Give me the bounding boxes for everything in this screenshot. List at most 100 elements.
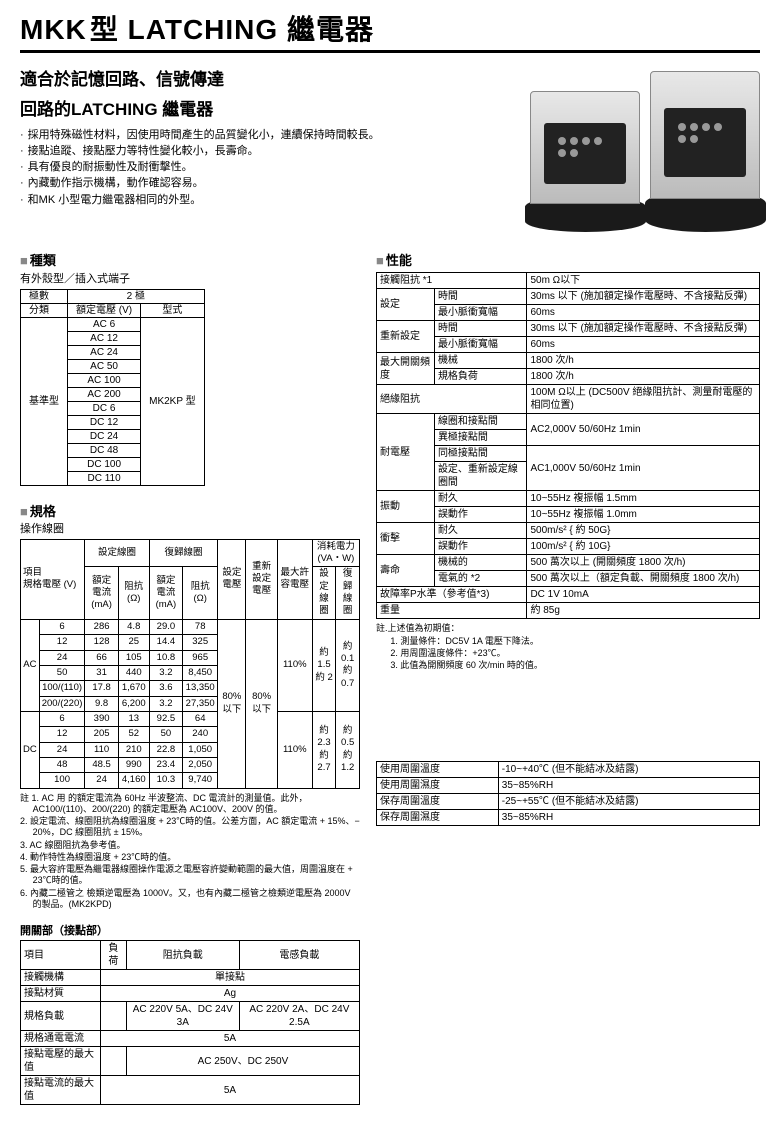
ct-load: 負荷 [100, 941, 126, 970]
relay-image-right [650, 71, 760, 241]
section-spec: 規格 [20, 504, 360, 521]
types-voltage: DC 6 [68, 401, 141, 415]
pn-1: 1. 測量條件：DC5V 1A 電壓下降法。 [376, 636, 760, 647]
feature-bullet: 具有優良的耐振動性及耐衝擊性。 [20, 160, 460, 174]
types-model-val: MK2KP 型 [141, 317, 205, 485]
ct-imax: 接點電流的最大值 [21, 1076, 101, 1105]
th-class: 分類 [21, 303, 68, 317]
pt-de-ccv: AC2,000V 50/60Hz 1min [527, 414, 760, 446]
pt-ins-l: 絕緣阻抗 [377, 385, 527, 414]
pt-de-sv: AC1,000V 50/60Hz 1min [527, 446, 760, 491]
ct-mech-v: 單接點 [100, 970, 359, 986]
pt-vib-d: 耐久 [434, 491, 527, 507]
ct-item: 項目 [21, 941, 101, 970]
pt-freq-ld: 規格負荷 [434, 369, 527, 385]
perf-notes: 註.上述值為初期值： 1. 測量條件：DC5V 1A 電壓下降法。 2. 用周圍… [376, 623, 760, 671]
th-model: 型式 [141, 303, 205, 317]
et-uh-l: 使用周圍濕度 [377, 778, 499, 794]
types-voltage: AC 50 [68, 359, 141, 373]
spec-notes: 註 1. AC 用 的額定電流為 60Hz 半波整流、DC 電流計的測量值。此外… [20, 793, 360, 911]
pt-rpulse-v: 60ms [527, 337, 760, 353]
product-images [480, 61, 760, 241]
types-voltage: AC 100 [68, 373, 141, 387]
ct-mat-v: Ag [100, 986, 359, 1002]
pn-2: 2. 用周圍溫度條件：+23℃。 [376, 648, 760, 659]
types-voltage: AC 24 [68, 345, 141, 359]
pn-intro: 註.上述值為初期值： [376, 623, 760, 634]
pt-sh-l: 衝擊 [377, 523, 435, 555]
et-sh-v: 35~85%RH [498, 810, 759, 826]
spec-note: 4. 動作特性為線圈溫度 + 23℃時的值。 [20, 852, 360, 863]
ct-rl-res: AC 220V 5A、DC 24V 3A [126, 1002, 239, 1031]
pt-vib-m: 誤動作 [434, 507, 527, 523]
ct-rl: 規格負載 [21, 1002, 101, 1031]
section-perf: 性能 [376, 253, 760, 270]
pt-lf-l: 壽命 [377, 555, 435, 587]
types-subhead: 有外殼型／插入式端子 [20, 272, 360, 286]
spec-note: 註 1. AC 用 的額定電流為 60Hz 半波整流、DC 電流計的測量值。此外… [20, 793, 360, 816]
pt-rtime-v: 30ms 以下 (施加額定操作電壓時、不含接點反彈) [527, 321, 760, 337]
pt-freq-m: 機械 [434, 353, 527, 369]
types-voltage: DC 100 [68, 457, 141, 471]
pt-vib-l: 振動 [377, 491, 435, 523]
pt-freq-mv: 1800 次/h [527, 353, 760, 369]
ct-rl-ind: AC 220V 2A、DC 24V 2.5A [239, 1002, 359, 1031]
spec-note: 5. 最大容許電壓為繼電器線圈操作電源之電壓容許變動範圍的最大值，周圍溫度在 +… [20, 864, 360, 887]
pt-sh-mv: 100m/s² { 約 10G} [527, 539, 760, 555]
types-voltage: AC 12 [68, 331, 141, 345]
pn-3: 3. 此值為開關頻度 60 次/min 時的值。 [376, 660, 760, 671]
ct-res-load: 阻抗負載 [126, 941, 239, 970]
pt-sh-d: 耐久 [434, 523, 527, 539]
pt-de-sr: 設定、重新設定線圈間 [434, 462, 527, 491]
th-poles-val: 2 極 [68, 289, 205, 303]
ct-imax-v: 5A [100, 1076, 359, 1105]
pt-flt-l: 故障率P水準（參考值*3) [377, 587, 527, 603]
pt-lf-mv: 500 萬次以上 (開關頻度 1800 次/h) [527, 555, 760, 571]
spec-note: 3. AC 線圈阻抗為參考值。 [20, 840, 360, 851]
ct-cur: 規格通電電流 [21, 1031, 101, 1047]
model-title: MKK [20, 14, 87, 45]
th-poles: 極數 [21, 289, 68, 303]
page-header: MKK 型 LATCHING 繼電器 [20, 12, 760, 53]
spec-subhead: 操作線圈 [20, 522, 360, 536]
feature-bullets: 採用特殊磁性材料，因使用時間產生的品質變化小，連續保持時間較長。接點追蹤、接點壓… [20, 128, 460, 207]
contact-table: 項目 負荷 阻抗負載 電感負載 接觸機構單接點 接點材質Ag 規格負載 AC 2… [20, 940, 360, 1105]
et-ut-v: -10~+40℃ (但不能結冰及結露) [498, 762, 759, 778]
pt-de-cc: 線圈和接點間 [434, 414, 527, 430]
ct-mat: 接點材質 [21, 986, 101, 1002]
ct-vmax-v: AC 250V、DC 250V [126, 1047, 359, 1076]
spec-note: 2. 設定電流、線圈阻抗為線圈溫度 + 23℃時的值。公差方面，AC 額定電流 … [20, 816, 360, 839]
pt-lf-ev: 500 萬次以上（額定負載、開關頻度 1800 次/h) [527, 571, 760, 587]
intro-line1: 適合於記憶回路、信號傳達 [20, 69, 460, 91]
feature-bullet: 接點追蹤、接點壓力等特性變化較小，長壽命。 [20, 144, 460, 158]
feature-bullet: 採用特殊磁性材料，因使用時間產生的品質變化小，連續保持時間較長。 [20, 128, 460, 142]
et-sh-l: 保存周圍濕度 [377, 810, 499, 826]
ct-vmax: 接點電壓的最大值 [21, 1047, 101, 1076]
pt-vib-mv: 10~55Hz 複振幅 1.0mm [527, 507, 760, 523]
pt-freq-l: 最大開關頻度 [377, 353, 435, 385]
ct-ind-load: 電感負載 [239, 941, 359, 970]
types-voltage: AC 200 [68, 387, 141, 401]
pt-de-dc: 異極接點間 [434, 430, 527, 446]
pt-vib-dv: 10~55Hz 複振幅 1.5mm [527, 491, 760, 507]
pt-flt-v: DC 1V 10mA [527, 587, 760, 603]
types-voltage: DC 12 [68, 415, 141, 429]
pt-wt-l: 重量 [377, 603, 527, 619]
pt-sh-m: 誤動作 [434, 539, 527, 555]
pt-lf-m: 機械的 [434, 555, 527, 571]
pt-time-l: 時間 [434, 289, 527, 305]
types-voltage: DC 24 [68, 429, 141, 443]
types-voltage: AC 6 [68, 317, 141, 331]
types-voltage: DC 48 [68, 443, 141, 457]
ct-mech: 接觸機構 [21, 970, 101, 986]
pt-de-sc: 同極接點間 [434, 446, 527, 462]
model-suffix: 型 LATCHING 繼電器 [90, 14, 374, 45]
pt-de-l: 耐電壓 [377, 414, 435, 491]
et-ut-l: 使用周圍溫度 [377, 762, 499, 778]
et-uh-v: 35~85%RH [498, 778, 759, 794]
pt-sh-dv: 500m/s² { 約 50G} [527, 523, 760, 539]
pt-freq-ldv: 1800 次/h [527, 369, 760, 385]
types-class-val: 基準型 [21, 317, 68, 485]
pt-pulse-v: 60ms [527, 305, 760, 321]
pt-reset: 重新設定 [377, 321, 435, 353]
